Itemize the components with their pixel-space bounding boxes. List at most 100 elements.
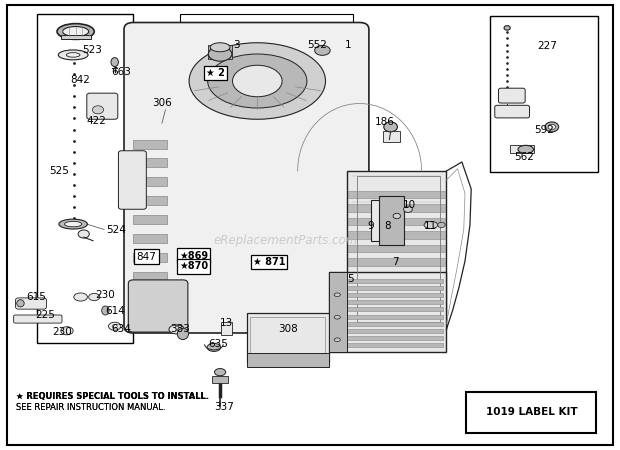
Ellipse shape <box>210 43 230 52</box>
Text: SEE REPAIR INSTRUCTION MANUAL.: SEE REPAIR INSTRUCTION MANUAL. <box>16 403 165 412</box>
Ellipse shape <box>334 315 340 319</box>
Ellipse shape <box>518 145 533 153</box>
Ellipse shape <box>111 58 118 67</box>
Ellipse shape <box>215 369 226 376</box>
Bar <box>133 196 167 205</box>
Ellipse shape <box>108 322 121 330</box>
Text: 337: 337 <box>215 402 234 412</box>
Ellipse shape <box>66 53 80 57</box>
Bar <box>247 313 329 362</box>
Text: 227: 227 <box>537 41 557 51</box>
Text: 11: 11 <box>424 221 438 231</box>
Ellipse shape <box>59 219 87 229</box>
Ellipse shape <box>424 221 438 229</box>
Ellipse shape <box>208 47 232 61</box>
Bar <box>332 336 443 340</box>
Ellipse shape <box>334 293 340 297</box>
Ellipse shape <box>222 324 231 335</box>
Ellipse shape <box>102 306 109 315</box>
Bar <box>212 376 228 382</box>
Bar <box>383 130 400 142</box>
Text: 10: 10 <box>402 200 416 210</box>
Ellipse shape <box>92 106 104 114</box>
Bar <box>133 234 167 243</box>
Bar <box>348 191 445 198</box>
Bar <box>61 35 91 39</box>
Text: 562: 562 <box>514 152 534 162</box>
Bar <box>347 171 446 329</box>
Text: 13: 13 <box>219 318 233 328</box>
Bar <box>348 258 445 265</box>
Text: ★ 2: ★ 2 <box>206 68 225 78</box>
Bar <box>371 200 394 241</box>
Bar <box>247 353 329 367</box>
Ellipse shape <box>57 23 94 40</box>
Text: 5: 5 <box>347 274 353 284</box>
Text: 614: 614 <box>105 306 125 316</box>
Bar <box>348 312 445 319</box>
Bar <box>332 343 443 347</box>
Bar <box>490 16 598 172</box>
Ellipse shape <box>63 27 89 36</box>
Text: 383: 383 <box>170 324 190 333</box>
Ellipse shape <box>61 327 73 335</box>
Ellipse shape <box>404 206 412 212</box>
Bar <box>133 158 167 167</box>
Ellipse shape <box>177 328 188 339</box>
Ellipse shape <box>58 50 88 60</box>
Bar <box>180 14 353 100</box>
Ellipse shape <box>438 222 445 228</box>
Text: 552: 552 <box>308 40 327 50</box>
Bar <box>348 245 445 252</box>
Text: 225: 225 <box>35 310 55 320</box>
Bar <box>37 14 133 343</box>
Text: 230: 230 <box>95 290 115 300</box>
Bar <box>466 392 596 433</box>
Text: 635: 635 <box>208 339 228 349</box>
Bar <box>348 231 445 239</box>
Ellipse shape <box>315 45 330 55</box>
Ellipse shape <box>89 293 100 301</box>
Bar <box>332 307 443 311</box>
Bar <box>133 253 167 262</box>
Text: ★ 871: ★ 871 <box>253 257 285 267</box>
Ellipse shape <box>17 300 24 307</box>
Bar <box>332 329 443 333</box>
Text: 1: 1 <box>345 40 352 50</box>
Ellipse shape <box>384 122 397 132</box>
Ellipse shape <box>74 293 87 301</box>
Text: 663: 663 <box>111 67 131 77</box>
FancyBboxPatch shape <box>124 22 369 333</box>
Bar <box>348 299 445 306</box>
Ellipse shape <box>504 26 510 30</box>
Bar <box>133 272 167 281</box>
Bar <box>329 272 347 352</box>
Bar <box>133 215 167 224</box>
FancyBboxPatch shape <box>118 151 146 209</box>
FancyBboxPatch shape <box>498 88 525 103</box>
Text: 7: 7 <box>392 257 399 267</box>
Bar <box>348 285 445 292</box>
Ellipse shape <box>548 124 556 130</box>
Text: ★870: ★870 <box>179 261 208 271</box>
Bar <box>250 317 325 358</box>
Bar <box>332 322 443 326</box>
Ellipse shape <box>334 338 340 342</box>
Text: SEE REPAIR INSTRUCTION MANUAL.: SEE REPAIR INSTRUCTION MANUAL. <box>16 403 165 412</box>
Text: 847: 847 <box>136 252 156 261</box>
Text: 306: 306 <box>153 99 172 108</box>
Ellipse shape <box>207 343 221 351</box>
Text: ★ REQUIRES SPECIAL TOOLS TO INSTALL.: ★ REQUIRES SPECIAL TOOLS TO INSTALL. <box>16 392 208 401</box>
Text: 3: 3 <box>234 40 240 50</box>
Bar <box>208 45 232 58</box>
FancyBboxPatch shape <box>495 105 529 118</box>
Text: 634: 634 <box>111 324 131 334</box>
Ellipse shape <box>169 325 185 334</box>
Text: 525: 525 <box>49 166 69 176</box>
FancyBboxPatch shape <box>87 93 118 119</box>
Text: 308: 308 <box>278 324 298 334</box>
Text: 422: 422 <box>86 117 106 126</box>
Bar <box>332 293 443 297</box>
Text: eReplacementParts.com: eReplacementParts.com <box>213 234 357 247</box>
Text: 8: 8 <box>384 221 391 231</box>
